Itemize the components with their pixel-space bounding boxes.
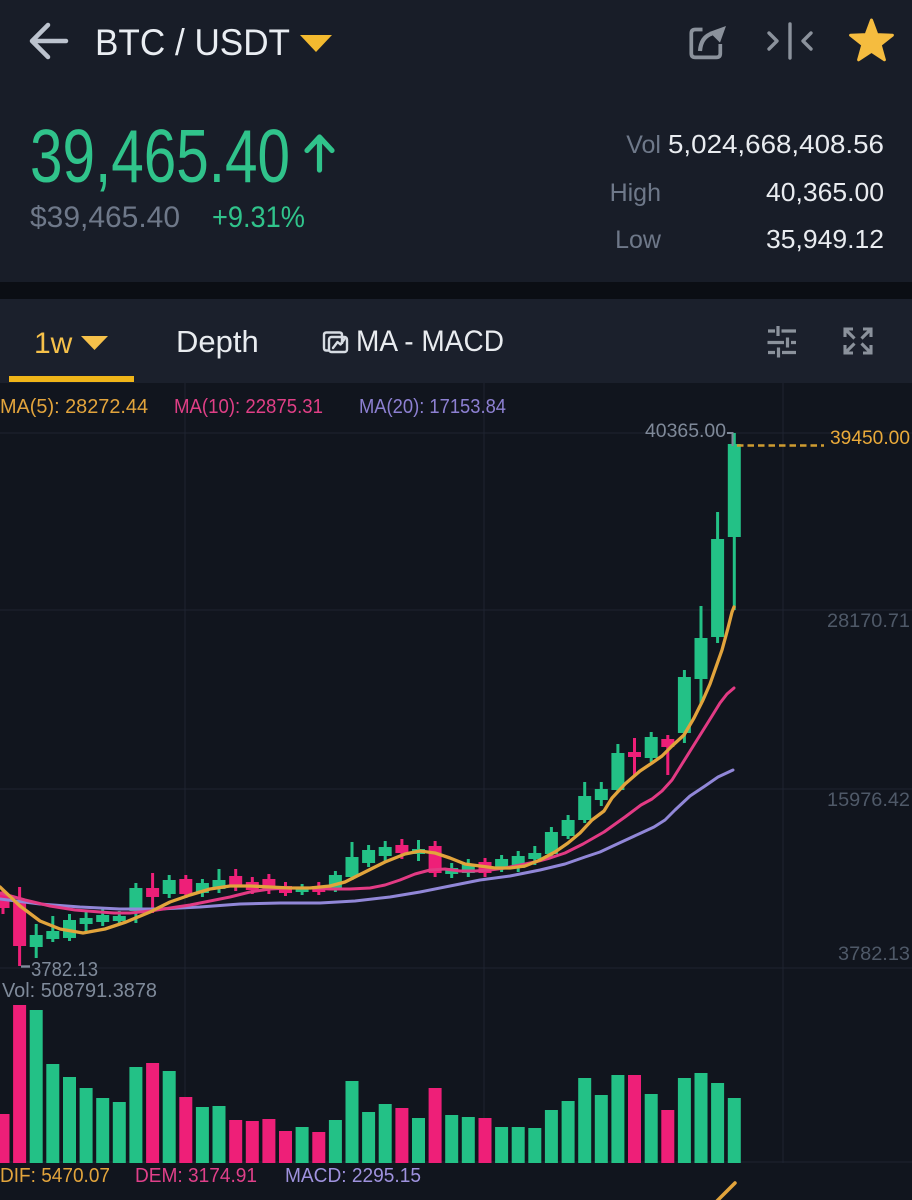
svg-text:MACD: 2295.15: MACD: 2295.15 <box>285 1165 421 1187</box>
svg-text:High: High <box>610 179 661 207</box>
svg-text:1w: 1w <box>34 327 73 360</box>
svg-text:MA - MACD: MA - MACD <box>356 325 504 358</box>
svg-text:39,465.40: 39,465.40 <box>30 114 290 198</box>
svg-text:+9.31%: +9.31% <box>212 201 305 234</box>
svg-text:5,024,668,408.56: 5,024,668,408.56 <box>668 129 884 159</box>
svg-text:40365.00: 40365.00 <box>645 421 726 442</box>
svg-text:35,949.12: 35,949.12 <box>766 224 884 254</box>
svg-text:Depth: Depth <box>176 324 259 359</box>
svg-text:MA(20): 17153.84: MA(20): 17153.84 <box>359 396 506 418</box>
svg-text:Vol: 508791.3878: Vol: 508791.3878 <box>2 980 157 1002</box>
svg-text:Low: Low <box>615 226 662 254</box>
svg-text:3782.13: 3782.13 <box>838 944 910 965</box>
svg-text:28170.71: 28170.71 <box>827 611 910 632</box>
svg-text:BTC / USDT: BTC / USDT <box>95 22 290 63</box>
svg-text:$39,465.40: $39,465.40 <box>30 201 180 234</box>
svg-text:MA(5): 28272.44: MA(5): 28272.44 <box>0 396 148 418</box>
svg-text:40,365.00: 40,365.00 <box>766 177 884 207</box>
svg-text:Vol: Vol <box>626 131 661 159</box>
svg-text:MA(10): 22875.31: MA(10): 22875.31 <box>174 396 323 418</box>
svg-text:DEM: 3174.91: DEM: 3174.91 <box>135 1165 257 1187</box>
svg-text:39450.00: 39450.00 <box>830 428 910 449</box>
svg-text:DIF: 5470.07: DIF: 5470.07 <box>0 1165 110 1187</box>
svg-text:15976.42: 15976.42 <box>827 790 910 811</box>
svg-text:3782.13: 3782.13 <box>31 959 98 981</box>
